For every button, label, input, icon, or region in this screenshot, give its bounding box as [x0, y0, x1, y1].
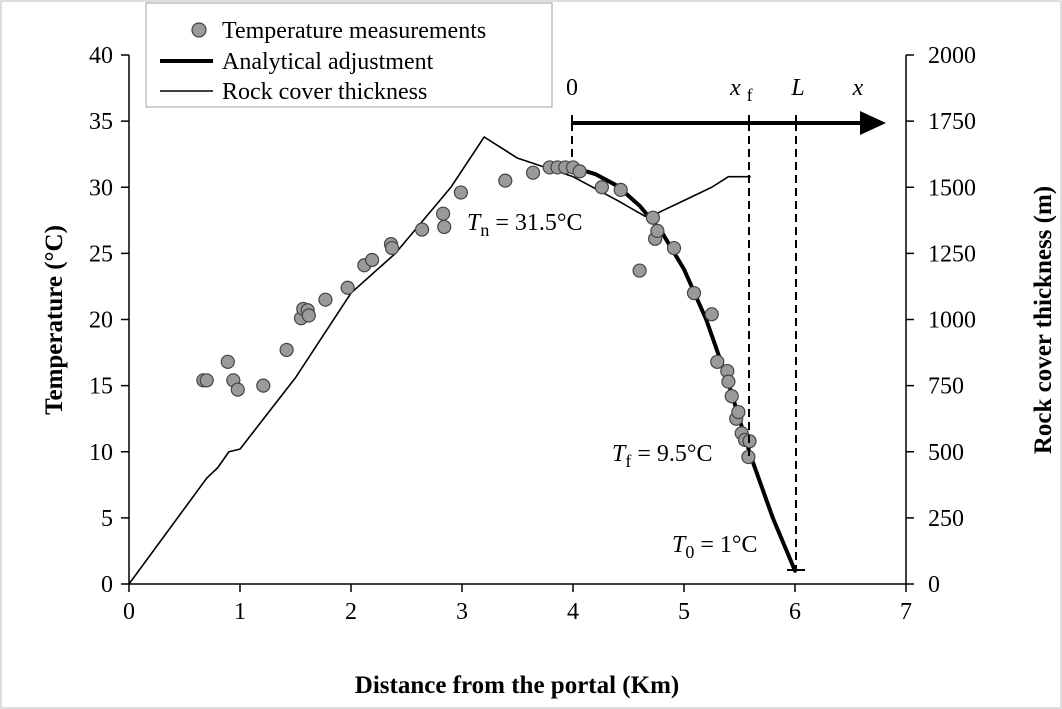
y-tick-label: 10 — [89, 440, 113, 466]
measurement-point — [731, 404, 746, 420]
legend-label-analytical: Analytical adjustment — [222, 49, 434, 75]
y-tick-label: 20 — [89, 308, 113, 334]
y-tick-label: 15 — [89, 374, 113, 400]
measurement-point — [613, 182, 628, 197]
x-tick-label: 0 — [123, 599, 135, 625]
measurement-point — [364, 252, 380, 268]
y2-tick-label: 2000 — [928, 43, 976, 69]
measurement-point — [220, 354, 235, 369]
measurement-point — [437, 219, 452, 235]
measurement-point — [632, 263, 647, 278]
measurement-point — [645, 210, 661, 225]
x-tick-label: 2 — [345, 599, 357, 625]
annotation-tn: Tn = 31.5°C — [467, 210, 583, 240]
analytical-line-layer — [543, 164, 797, 573]
y-tick-label: 25 — [89, 241, 113, 267]
y-axis-title: Temperature (°C) — [41, 225, 68, 415]
y2-axis-title: Rock cover thickness (m) — [1030, 186, 1057, 454]
legend-box — [145, 2, 553, 108]
measurement-point — [666, 240, 682, 256]
measurement-point — [384, 240, 400, 256]
measurement-point — [318, 292, 333, 307]
y2-tick-label: 250 — [928, 506, 964, 532]
x-tick-label: 4 — [567, 599, 579, 625]
measurement-point — [414, 222, 430, 237]
measurement-point — [594, 180, 609, 195]
measurement-point — [301, 308, 316, 323]
y2-tick-label: 1000 — [928, 308, 976, 334]
legend-label-rock-cover: Rock cover thickness — [222, 79, 427, 105]
measurement-point — [650, 223, 665, 238]
y-tick-label: 40 — [89, 43, 113, 69]
y-ticks: 0 5 10 15 20 25 30 35 40 — [89, 43, 129, 598]
y-tick-label: 35 — [89, 109, 113, 135]
measurement-point — [704, 307, 719, 322]
y2-tick-label: 1500 — [928, 175, 976, 201]
local-axis-label-x: x — [852, 75, 864, 101]
measurement-point — [572, 164, 587, 179]
y2-tick-label: 750 — [928, 374, 964, 400]
measurement-point — [710, 354, 725, 369]
legend: Temperature measurements Analytical adju… — [145, 2, 553, 108]
y2-tick-label: 0 — [928, 572, 940, 598]
annotation-tf: Tf = 9.5°C — [612, 441, 713, 471]
measurement-point — [340, 280, 355, 295]
measurement-point — [724, 389, 739, 404]
y-tick-label: 30 — [89, 175, 113, 201]
measurement-point — [230, 382, 245, 397]
measurement-point — [453, 185, 468, 200]
rock-cover-series-line — [128, 136, 751, 585]
legend-marker-measurements — [191, 22, 207, 38]
y2-tick-label: 500 — [928, 440, 964, 466]
y2-tick-label: 1750 — [928, 109, 976, 135]
y-tick-label: 5 — [101, 506, 113, 532]
x-axis-title: Distance from the portal (Km) — [355, 672, 679, 699]
analytical-series-line — [543, 164, 797, 573]
x-tick-label: 7 — [900, 599, 912, 625]
measurement-point — [498, 173, 513, 188]
measurement-point — [279, 342, 294, 358]
x-tick-label: 5 — [678, 599, 690, 625]
local-axis-arrow-icon — [860, 111, 886, 135]
measurement-point — [525, 165, 541, 180]
measurement-points-layer — [196, 160, 757, 465]
x-tick-label: 1 — [234, 599, 246, 625]
rock-cover-line-layer — [128, 136, 751, 585]
legend-label-measurements: Temperature measurements — [222, 18, 486, 44]
y2-tick-label: 1250 — [928, 241, 976, 267]
local-axis-label-L: L — [790, 75, 804, 101]
y-tick-label: 0 — [101, 572, 113, 598]
measurement-point — [256, 378, 271, 393]
x-tick-label: 3 — [456, 599, 468, 625]
measurement-point — [436, 206, 451, 221]
x-tick-label: 6 — [789, 599, 801, 625]
measurement-point — [686, 285, 702, 301]
x-ticks: 0 1 2 3 4 5 6 7 — [123, 584, 912, 625]
measurement-point — [721, 374, 736, 389]
measurement-point — [199, 373, 214, 388]
local-axis-label-0: 0 — [566, 75, 578, 101]
annotation-t0: T0 = 1°C — [672, 532, 758, 562]
y2-ticks: 0 250 500 750 1000 1250 1500 1750 2000 — [906, 43, 976, 598]
